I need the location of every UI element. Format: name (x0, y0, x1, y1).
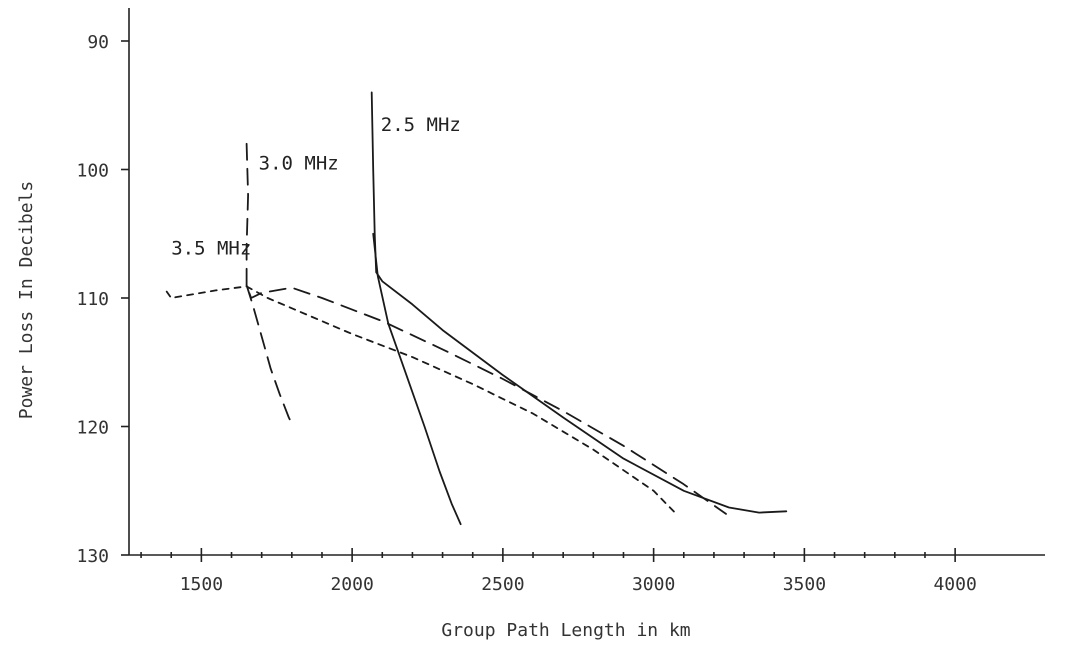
x-axis-title: Group Path Length in km (441, 620, 690, 641)
y-tick-label: 90 (87, 32, 109, 53)
series-line-3-5-mhz-branch-1 (165, 285, 678, 515)
x-tick-label: 2500 (481, 574, 524, 595)
y-tick-label: 110 (76, 289, 109, 310)
series-label: 2.5 MHz (381, 114, 461, 136)
y-tick-label: 100 (76, 161, 109, 182)
series-line-2-5-mhz-branch-1 (370, 91, 788, 514)
axes (128, 8, 1045, 556)
ticks: 90 100 110 120 130 1500 2000 2500 3000 3500 4000 (76, 32, 976, 595)
x-tick-label: 2000 (330, 574, 373, 595)
x-tick-label: 1500 (180, 574, 223, 595)
series-labels: 2.5 MHz 3.0 MHz 3.5 MHz (171, 114, 461, 259)
series-line-3-0-mhz-branch-1 (245, 142, 727, 515)
series-line-3-0-mhz-branch-2 (245, 284, 295, 428)
series-line-2-5-mhz-branch-2 (372, 232, 462, 526)
series-label: 3.5 MHz (171, 237, 251, 259)
x-tick-label: 4000 (933, 574, 976, 595)
y-axis-title: Power Loss In Decibels (16, 181, 37, 419)
y-tick-label: 130 (76, 546, 109, 567)
series-lines (165, 91, 788, 526)
series-label: 3.0 MHz (259, 153, 339, 175)
x-tick-label: 3000 (632, 574, 675, 595)
y-tick-label: 120 (76, 418, 109, 439)
x-tick-label: 3500 (783, 574, 826, 595)
